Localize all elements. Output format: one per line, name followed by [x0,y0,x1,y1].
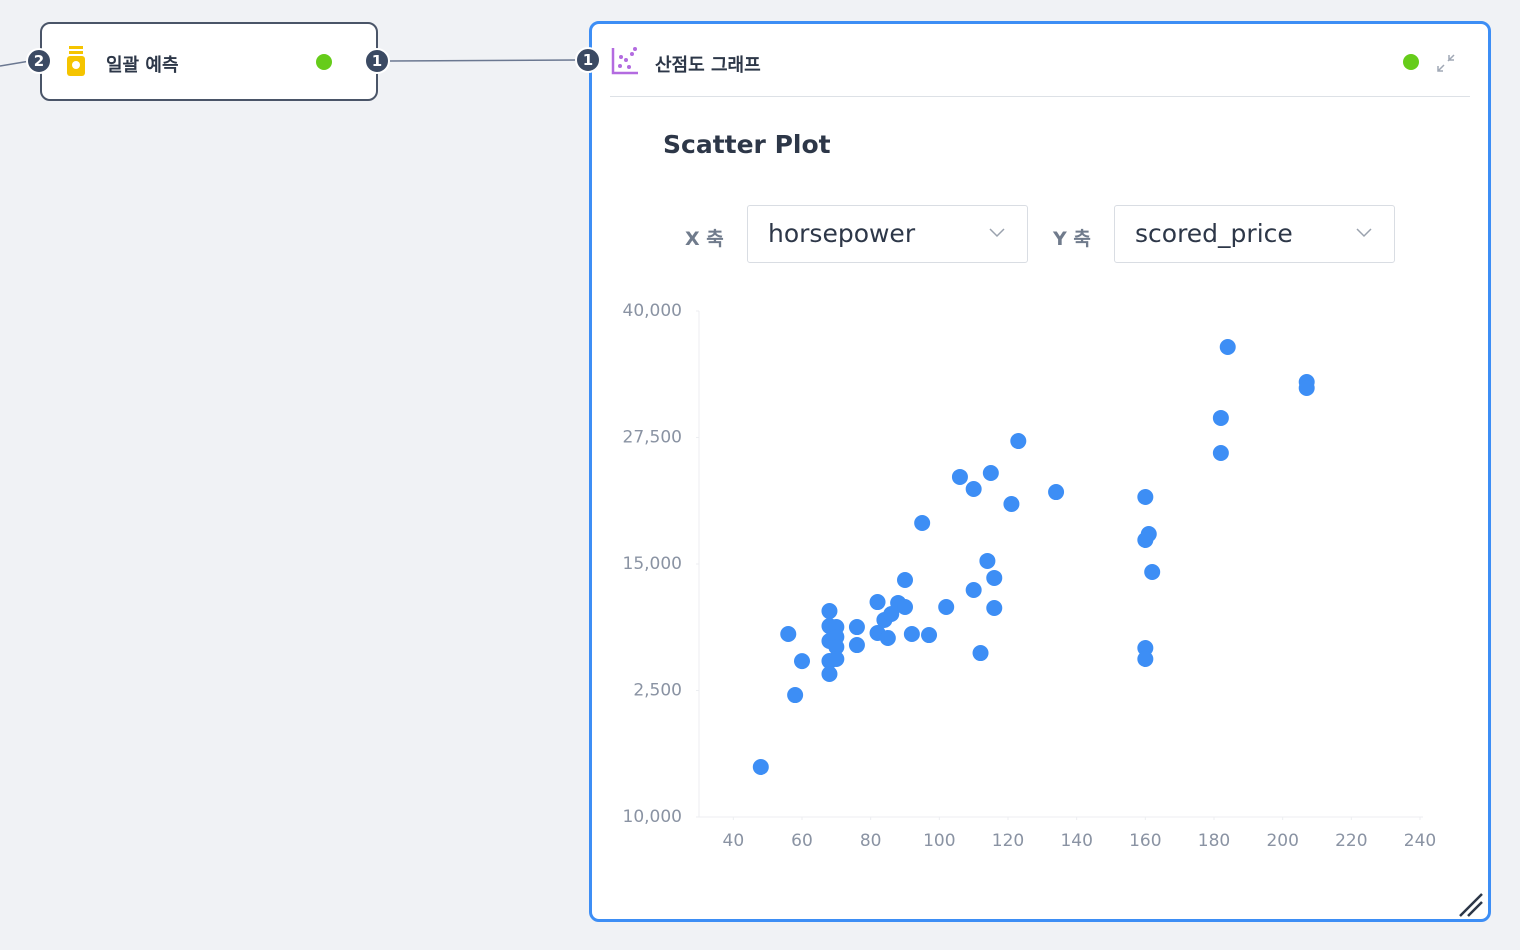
x-tick-label: 40 [723,831,745,851]
point [794,653,810,670]
y-tick-label: 40,000 [623,301,682,321]
edge [0,60,31,67]
x-tick-label: 160 [1129,831,1161,851]
point [1298,380,1315,397]
point [821,603,838,620]
point [1144,563,1161,580]
status-dot [1403,54,1419,70]
point [828,651,845,668]
port[interactable]: 2 [26,48,52,74]
point [965,481,982,498]
port[interactable]: 1 [575,47,601,73]
point [752,759,769,776]
point [787,687,804,704]
point [986,600,1003,617]
chevron [989,228,1005,238]
node-icon [67,46,85,76]
y-tick-label: 27,500 [623,428,682,448]
point [972,645,989,662]
x-tick-label: 140 [1060,831,1092,851]
point [821,666,838,683]
x-tick-label: 120 [992,831,1024,851]
x-tick-label: 200 [1266,831,1298,851]
collapse-button[interactable] [1435,52,1457,74]
node-scatter: 산점도 그래프 Scatter Plot X 축 horsepower Y 축 … [589,21,1491,922]
point [921,627,938,644]
node-label: 일괄 예측 [106,55,179,76]
x-tick-label: 220 [1335,831,1367,851]
y-tick-label: 15,000 [623,554,682,574]
point [1212,409,1229,426]
point [1212,444,1229,461]
point [879,629,896,646]
point [979,552,996,569]
y-select[interactable]: scored_price [1114,205,1395,263]
point [982,465,999,482]
y-tick-label: 10,000 [623,807,682,827]
point [903,626,920,643]
point [1137,489,1154,506]
node-batch-predict[interactable]: 일괄 예측 [40,22,378,101]
node-label: 산점도 그래프 [655,55,761,76]
status-dot [316,54,332,70]
x-tick-label: 240 [1404,831,1436,851]
x-select[interactable]: horsepower [747,205,1028,263]
point [965,582,982,599]
point [780,626,797,643]
point [848,619,865,636]
y-tick-label: 2,500 [633,681,682,701]
point [986,569,1003,586]
point [1137,532,1154,549]
x-tick-label: 80 [860,831,882,851]
y-axis-label: Y 축 [1053,228,1091,250]
point [1003,495,1020,512]
point [897,599,913,616]
point [1048,484,1065,501]
chevron [1356,228,1372,238]
point [1219,339,1236,356]
x-tick-label: 180 [1198,831,1230,851]
point [1137,651,1154,668]
port[interactable]: 1 [364,48,390,74]
select-value: horsepower [768,219,916,248]
edge [389,59,579,62]
x-tick-label: 100 [923,831,955,851]
chart: 10,000 2,500 15,000 27,500 40,000 40 60 80 100 12… [623,301,1437,851]
point [1010,433,1027,450]
point [897,571,913,588]
resize-handle[interactable] [1458,892,1486,920]
point [828,638,845,655]
x-tick-label: 60 [791,831,813,851]
point [951,468,968,485]
x-axis-label: X 축 [685,228,724,250]
point [914,515,931,532]
point [848,637,865,654]
divider [610,96,1470,97]
select-value: scored_price [1135,219,1293,248]
point [1137,639,1154,656]
node-icon [611,47,638,75]
point [938,599,955,616]
point [869,594,886,611]
chart-title: Scatter Plot [663,130,831,159]
